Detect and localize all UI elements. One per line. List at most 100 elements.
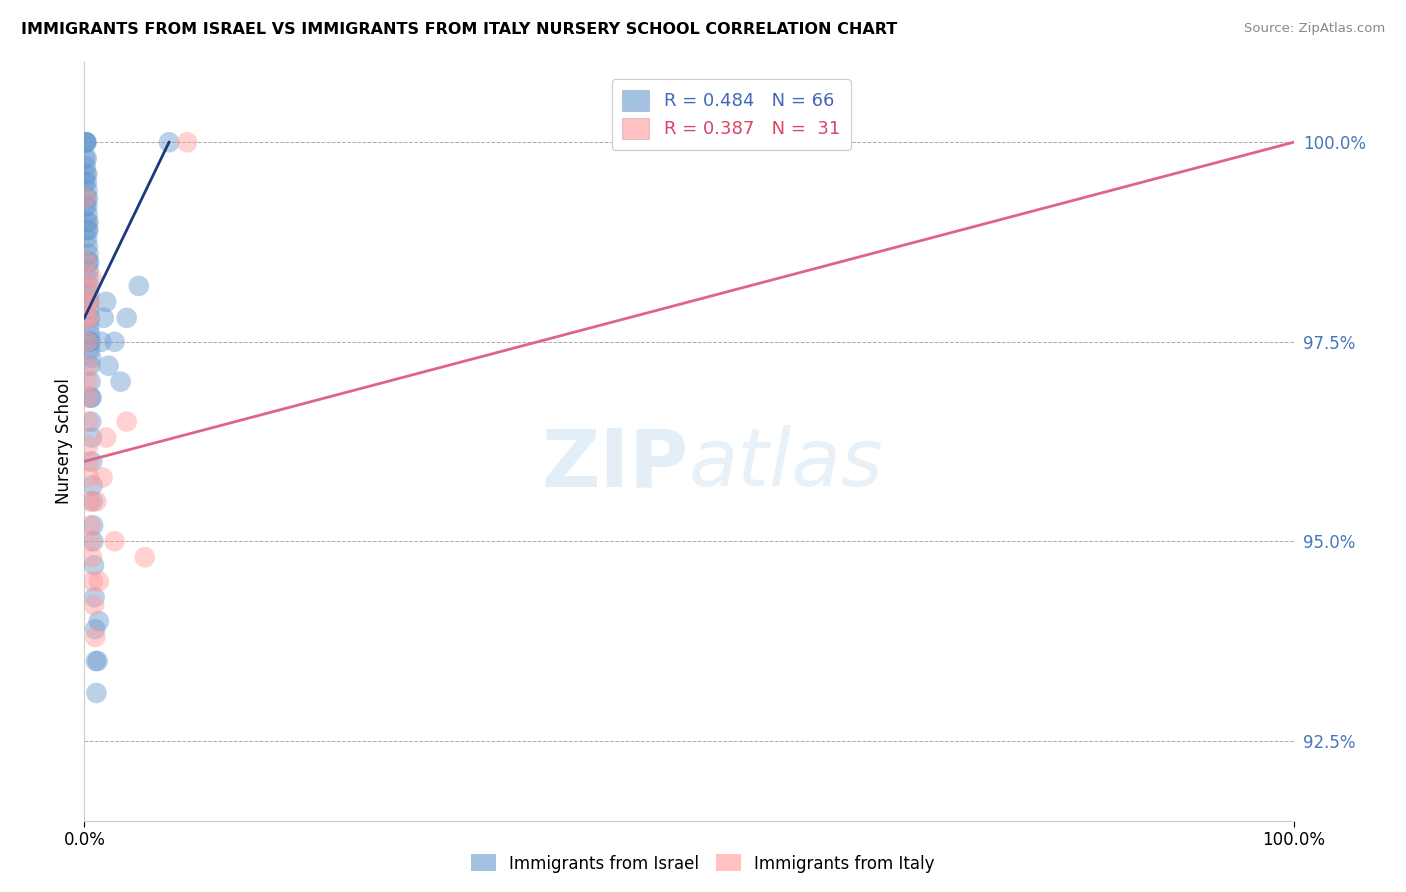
Text: Source: ZipAtlas.com: Source: ZipAtlas.com <box>1244 22 1385 36</box>
Point <box>79 294 101 309</box>
Point <box>77 470 100 484</box>
Point <box>75 135 97 149</box>
Point <box>87 614 110 628</box>
Point <box>76 151 98 165</box>
Point <box>77 310 100 325</box>
Point <box>77 255 100 269</box>
Point <box>79 310 101 325</box>
Point <box>75 199 97 213</box>
Point <box>76 223 98 237</box>
Point <box>80 391 103 405</box>
Point <box>82 574 104 589</box>
Point <box>76 294 98 309</box>
Point <box>76 199 98 213</box>
Point <box>84 654 107 668</box>
Point <box>82 534 104 549</box>
Point <box>75 135 97 149</box>
Point <box>91 470 114 484</box>
Point <box>76 310 98 325</box>
Point <box>79 318 101 333</box>
Point <box>82 478 104 492</box>
Point <box>110 375 132 389</box>
Point <box>77 191 100 205</box>
Point <box>76 135 98 149</box>
Point <box>104 534 127 549</box>
Point <box>77 263 100 277</box>
Y-axis label: Nursery School: Nursery School <box>55 378 73 505</box>
Point <box>75 167 97 181</box>
Point <box>77 294 100 309</box>
Point <box>83 590 105 604</box>
Point <box>79 334 101 349</box>
Point <box>115 310 138 325</box>
Point <box>75 159 97 173</box>
Point <box>77 215 100 229</box>
Point <box>76 231 98 245</box>
Point <box>75 151 97 165</box>
Point <box>97 359 120 373</box>
Text: ZIP: ZIP <box>541 425 689 503</box>
Point <box>77 255 100 269</box>
Point <box>79 494 101 508</box>
Legend: Immigrants from Israel, Immigrants from Italy: Immigrants from Israel, Immigrants from … <box>464 847 942 880</box>
Point <box>79 359 101 373</box>
Point <box>77 438 100 452</box>
Point <box>94 294 117 309</box>
Point <box>77 247 100 261</box>
Point <box>157 135 180 149</box>
Point <box>75 255 97 269</box>
Point <box>80 431 103 445</box>
Point <box>77 415 100 429</box>
Point <box>128 279 150 293</box>
Point <box>79 334 101 349</box>
Text: atlas: atlas <box>689 425 884 503</box>
Point <box>76 215 98 229</box>
Point <box>82 494 104 508</box>
Point <box>83 598 105 612</box>
Point <box>79 286 101 301</box>
Point <box>76 375 98 389</box>
Point <box>79 518 101 533</box>
Point <box>82 454 104 468</box>
Point <box>86 654 108 668</box>
Point <box>76 167 98 181</box>
Point <box>77 454 100 468</box>
Point <box>176 135 198 149</box>
Point <box>93 310 115 325</box>
Point <box>77 223 100 237</box>
Point <box>76 334 98 349</box>
Point <box>87 574 110 589</box>
Point <box>76 207 98 221</box>
Point <box>73 175 96 189</box>
Point <box>86 686 108 700</box>
Point <box>90 334 112 349</box>
Point <box>77 359 100 373</box>
Point <box>76 175 98 189</box>
Point <box>76 183 98 197</box>
Point <box>79 326 101 341</box>
Point <box>83 558 105 573</box>
Point <box>77 279 100 293</box>
Point <box>79 375 101 389</box>
Point <box>84 622 107 636</box>
Point <box>82 550 104 565</box>
Point <box>77 239 100 253</box>
Point <box>104 334 127 349</box>
Point <box>80 351 103 365</box>
Text: IMMIGRANTS FROM ISRAEL VS IMMIGRANTS FROM ITALY NURSERY SCHOOL CORRELATION CHART: IMMIGRANTS FROM ISRAEL VS IMMIGRANTS FRO… <box>21 22 897 37</box>
Point <box>76 279 98 293</box>
Point <box>86 494 108 508</box>
Point <box>76 391 98 405</box>
Legend: R = 0.484   N = 66, R = 0.387   N =  31: R = 0.484 N = 66, R = 0.387 N = 31 <box>612 79 851 150</box>
Point <box>80 391 103 405</box>
Point <box>82 518 104 533</box>
Point <box>75 135 97 149</box>
Point <box>80 415 103 429</box>
Point <box>75 191 97 205</box>
Point <box>79 343 101 357</box>
Point <box>76 191 98 205</box>
Point <box>77 271 100 285</box>
Point <box>115 415 138 429</box>
Point <box>80 271 103 285</box>
Point <box>94 431 117 445</box>
